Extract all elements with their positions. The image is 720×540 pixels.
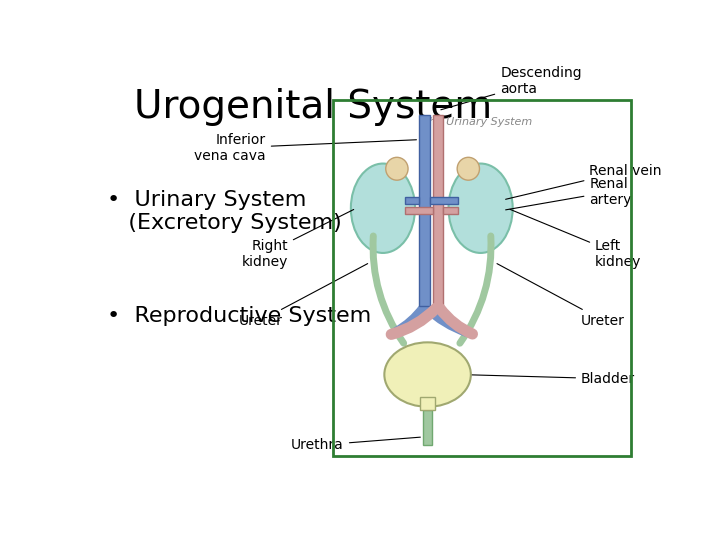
Text: Right
kidney: Right kidney [242,210,354,269]
Text: Renal vein: Renal vein [505,164,662,199]
Bar [423,410,432,446]
Text: Renal
artery: Renal artery [505,177,631,210]
Bar [444,207,458,214]
Bar [333,100,631,456]
Bar [420,397,436,410]
Ellipse shape [351,164,415,253]
FancyArrowPatch shape [373,236,404,343]
Text: Inferior
vena cava: Inferior vena cava [194,133,416,163]
FancyArrowPatch shape [397,308,423,332]
Bar [431,197,458,204]
FancyArrowPatch shape [391,308,436,334]
Bar [433,114,444,306]
Bar [405,197,419,204]
Text: Bladder: Bladder [464,372,635,386]
FancyArrowPatch shape [427,308,467,332]
Text: Urogenital System: Urogenital System [134,87,492,126]
Ellipse shape [449,164,513,253]
Ellipse shape [386,157,408,180]
Text: Descending
aorta: Descending aorta [441,66,582,110]
Text: Ureter: Ureter [238,264,368,328]
Text: The Urinary System: The Urinary System [422,117,532,127]
Text: •  Reproductive System: • Reproductive System [107,306,371,326]
Bar [405,207,433,214]
Text: Ureter: Ureter [497,264,625,328]
Text: Left
kidney: Left kidney [510,210,642,269]
Bar [419,114,431,306]
FancyArrowPatch shape [440,308,472,334]
Ellipse shape [384,342,471,407]
Ellipse shape [457,157,480,180]
Text: •  Urinary System
   (Excretory System): • Urinary System (Excretory System) [107,190,341,233]
Text: Urethra: Urethra [291,437,420,453]
FancyArrowPatch shape [460,236,491,343]
